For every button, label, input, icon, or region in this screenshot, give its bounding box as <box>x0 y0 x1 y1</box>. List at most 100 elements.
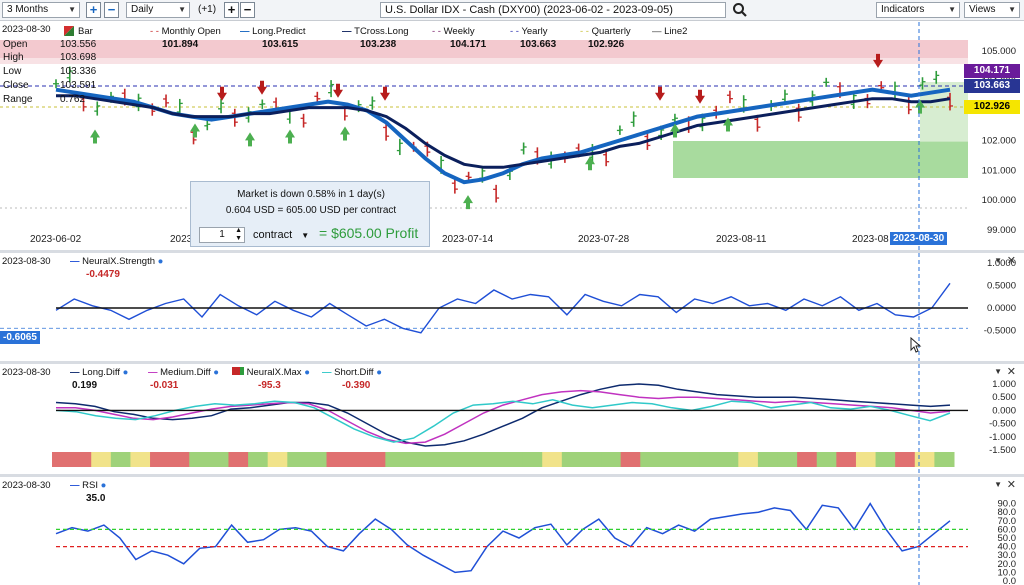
range-select[interactable]: 3 Months ▼ <box>2 2 80 18</box>
offset-label: (+1) <box>198 4 217 15</box>
price-chart[interactable]: 99.000100.000101.000102.000103.000104.00… <box>0 22 1024 250</box>
series-line-rsi <box>55 502 951 574</box>
neuralx-chart[interactable]: -0.5000 0.0000 0.5000 1.0000 <box>0 253 1024 361</box>
interval-select[interactable]: Daily ▼ <box>126 2 190 18</box>
contract-select[interactable]: contract ▼ <box>253 229 310 241</box>
neuralx-max-cell <box>444 452 465 467</box>
neuralx-max-cell <box>620 452 641 467</box>
legend-long-diff: — Long.Diff ● <box>70 367 129 378</box>
neuralx-max-cell <box>797 452 818 467</box>
close-icon[interactable]: ✕ <box>1006 366 1016 378</box>
neuralx-max-cell <box>522 452 543 467</box>
offset-plus-button[interactable]: + <box>224 2 239 18</box>
y-tick-label: 101.000 <box>982 165 1016 176</box>
zoom-in-button[interactable]: + <box>86 2 101 18</box>
neuralx-max-cell <box>679 452 700 467</box>
y-tick-label: 1.0000 <box>987 258 1016 269</box>
neuralx-max-cell <box>640 452 661 467</box>
panel-divider[interactable] <box>0 250 1024 253</box>
buy-arrow-icon <box>670 123 680 138</box>
diff-panel[interactable]: -1.500 -1.000 -0.500 0.000 0.500 1.000 2023-0… <box>0 364 1024 474</box>
neuralx-max-cell <box>561 452 582 467</box>
neuralx-max-cell <box>91 452 112 467</box>
chevron-down-icon: ▼ <box>1008 5 1016 14</box>
legend-medium-diff: — Medium.Diff ● <box>148 367 220 378</box>
close-icon[interactable]: ✕ <box>1006 255 1016 267</box>
neuralx-legend: — NeuralX.Strength ● <box>70 256 164 267</box>
views-label: Views <box>969 4 996 15</box>
symbol-field[interactable]: U.S. Dollar IDX - Cash (DXY00) (2023-06-… <box>380 2 726 18</box>
neuralx-max-cell <box>228 452 249 467</box>
neuralx-max-cell <box>895 452 916 467</box>
indicators-label: Indicators <box>881 4 925 15</box>
series-line-tcross-long <box>56 94 951 169</box>
ohlc-value-range: 0.762 <box>60 94 86 105</box>
y-tick-label: -1.000 <box>989 432 1016 443</box>
views-select[interactable]: Views ▼ <box>964 2 1020 18</box>
neuralx-max-cell <box>130 452 151 467</box>
neuralx-max-cell <box>542 452 563 467</box>
y-tick-label: 0.000 <box>992 405 1016 416</box>
rsi-chart[interactable]: 0.010.020.030.040.050.060.070.080.090.0 <box>0 477 1024 585</box>
buy-arrow-icon <box>190 123 200 138</box>
search-icon[interactable] <box>732 2 748 21</box>
neuralx-max-value: -95.3 <box>258 380 281 391</box>
panel-divider[interactable] <box>0 361 1024 364</box>
short-diff-value: -0.390 <box>342 380 371 391</box>
y-tick-label: 90.0 <box>998 499 1017 510</box>
neuralx-max-cell <box>326 452 347 467</box>
legend-tcross-long: — TCross.Long <box>342 26 409 37</box>
neuralx-max-cell <box>875 452 896 467</box>
y-tick-label: 99.000 <box>987 225 1016 236</box>
legend-yearly: - - Yearly <box>510 26 548 37</box>
yearly-price-tag: 103.663 <box>964 79 1020 93</box>
offset-minus-button[interactable]: − <box>240 2 255 18</box>
rsi-legend: — RSI ● <box>70 480 107 491</box>
range-label: 3 Months <box>7 4 49 15</box>
neuralx-max-cell <box>601 452 622 467</box>
chevron-down-icon: ▼ <box>68 5 76 14</box>
collapse-icon[interactable]: ▼ <box>994 480 1002 489</box>
chevron-down-icon: ▼ <box>178 5 186 14</box>
y-tick-label: 100.000 <box>982 195 1016 206</box>
rsi-panel[interactable]: 0.0 10.0 20.0 30.0 40.0 50.0 60.0 70.0 80.0 90.0 … <box>0 477 1024 585</box>
y-tick-label: 0.0 <box>1003 576 1016 585</box>
panel-divider[interactable] <box>0 474 1024 477</box>
ohlc-label-low: Low <box>3 66 22 77</box>
neuralx-max-cell <box>934 452 955 467</box>
diff-chart[interactable]: -1.500 -1.000 -0.500 0.000 0.500 1.000 <box>0 364 1024 474</box>
y-tick-label: 0.500 <box>992 392 1016 403</box>
legend-long-predict: — Long.Predict <box>240 26 306 37</box>
collapse-icon[interactable]: ▼ <box>994 367 1002 376</box>
close-icon[interactable]: ✕ <box>1006 479 1016 491</box>
indicators-select[interactable]: Indicators ▼ <box>876 2 960 18</box>
y-tick-label: 80.0 <box>998 507 1017 518</box>
sell-arrow-icon <box>333 83 343 98</box>
overbought-zone <box>0 40 968 58</box>
legend-weekly: - - Weekly <box>432 26 475 37</box>
neuralx-value: -0.4479 <box>86 269 120 280</box>
zoom-out-button[interactable]: − <box>104 2 119 18</box>
chevron-down-icon: ▼ <box>301 231 310 240</box>
y-tick-label: 20.0 <box>998 559 1017 570</box>
overbought-zone-light <box>0 58 968 64</box>
interval-label: Daily <box>131 4 154 15</box>
rsi-date: 2023-08-30 <box>2 480 51 491</box>
neuralx-date: 2023-08-30 <box>2 256 51 267</box>
neuralx-max-cell <box>52 452 73 467</box>
series-line-short-diff <box>55 399 951 443</box>
legend-neuralx-max: NeuralX.Max ● <box>232 367 310 378</box>
legend-monthly-open-value: 101.894 <box>162 39 199 50</box>
series-line-neuralx-strength <box>55 282 951 334</box>
legend-line2: — Line2 <box>652 26 688 37</box>
neuralx-max-cell <box>287 452 308 467</box>
price-panel[interactable]: 99.000100.000101.000102.000103.000104.00… <box>0 22 1024 250</box>
mouse-cursor-icon <box>910 336 922 356</box>
quantity-stepper[interactable]: 1 ▲ ▼ <box>199 227 245 243</box>
collapse-icon[interactable]: ▼ <box>994 256 1002 265</box>
price-lines <box>55 87 951 185</box>
neuralx-panel[interactable]: -0.5000 0.0000 0.5000 1.0000 2023-08-30 — N… <box>0 253 1024 361</box>
neuralx-max-cell <box>267 452 288 467</box>
neuralx-max-cell <box>483 452 504 467</box>
buy-arrow-icon <box>585 156 595 171</box>
